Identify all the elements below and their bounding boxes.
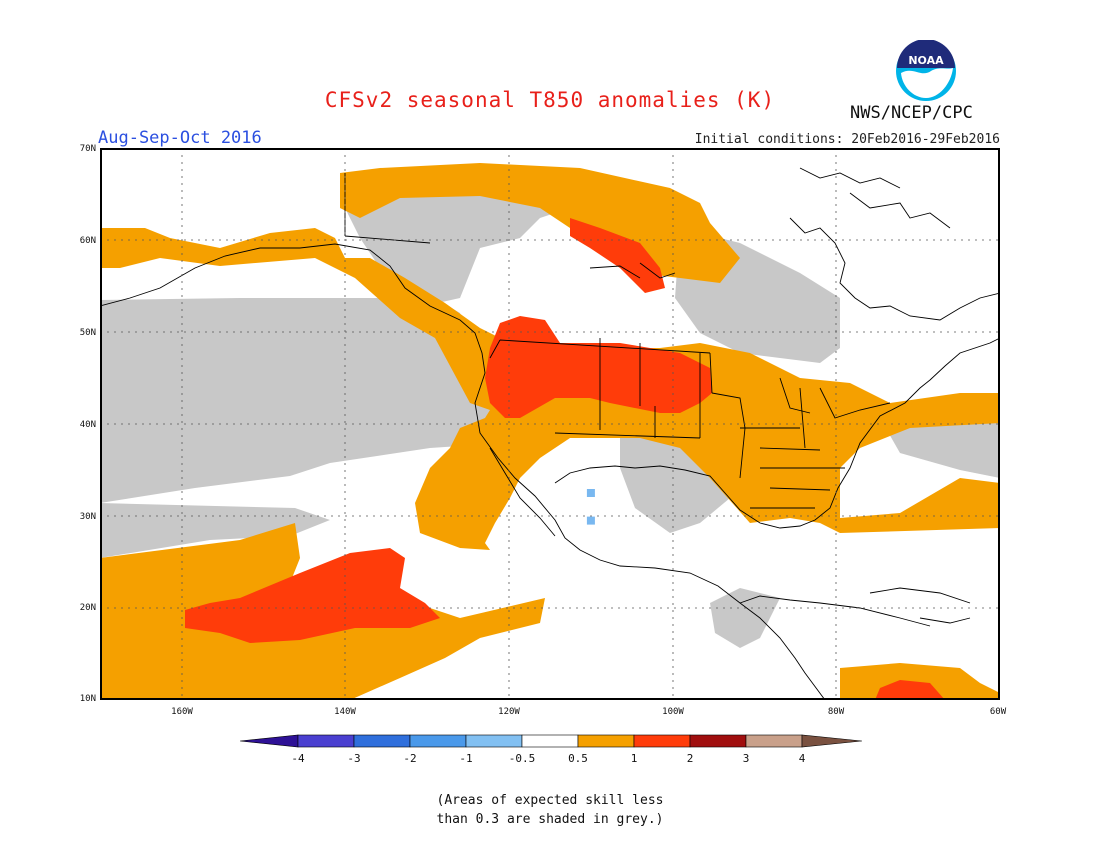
colorbar-label: -1 (459, 752, 473, 765)
agency-label: NWS/NCEP/CPC (850, 103, 973, 123)
lon-label: 100W (662, 707, 684, 717)
lon-label: 120W (498, 707, 520, 717)
colorbar-label: -3 (347, 752, 361, 765)
colorbar-end-high (801, 734, 862, 748)
anomaly-marker (586, 516, 595, 525)
colorbar-label: 2 (686, 752, 694, 765)
lat-label: 70N (79, 144, 96, 154)
lat-label: 20N (79, 603, 96, 613)
lon-label: 160W (171, 707, 193, 717)
colorbar-label: 1 (630, 752, 638, 765)
colorbar-box (745, 734, 803, 748)
lon-label: 60W (989, 707, 1007, 717)
map-title: CFSv2 seasonal T850 anomalies (K) (324, 88, 776, 112)
lon-label: 80W (827, 707, 845, 717)
colorbar-end-low (240, 734, 299, 748)
colorbar (240, 734, 862, 748)
colorbar-label: -0.5 (508, 752, 536, 765)
colorbar-box (689, 734, 747, 748)
skill-note-line1: (Areas of expected skill less (436, 793, 664, 808)
lat-label: 30N (79, 512, 96, 522)
colorbar-box (521, 734, 579, 748)
colorbar-label: 0.5 (568, 752, 588, 765)
anomaly-red-areas (185, 218, 945, 700)
colorbar-label: -2 (403, 752, 417, 765)
initial-conditions: Initial conditions: 20Feb2016-29Feb2016 (694, 132, 1000, 147)
colorbar-box (633, 734, 691, 748)
anomaly-map (100, 148, 1000, 700)
lat-label: 60N (79, 236, 96, 246)
colorbar-box (353, 734, 411, 748)
land-outlines (100, 167, 1000, 700)
colorbar-label: 4 (798, 752, 806, 765)
lat-label: 10N (79, 694, 96, 704)
noaa-logo-icon: NOAA (896, 40, 956, 101)
anomaly-marker (586, 489, 595, 497)
lat-label: 50N (79, 328, 96, 338)
colorbar-label: 3 (742, 752, 750, 765)
colorbar-label: -4 (291, 752, 305, 765)
gridlines (100, 148, 1000, 700)
colorbar-box (297, 734, 355, 748)
lat-label: 40N (79, 420, 96, 430)
colorbar-box (409, 734, 467, 748)
anomaly-markers (586, 489, 595, 525)
logo-text: NOAA (908, 54, 944, 67)
colorbar-box (465, 734, 523, 748)
lon-label: 140W (334, 707, 356, 717)
colorbar-box (577, 734, 635, 748)
forecast-period: Aug-Sep-Oct 2016 (98, 128, 262, 148)
skill-note-line2: than 0.3 are shaded in grey.) (436, 812, 664, 827)
